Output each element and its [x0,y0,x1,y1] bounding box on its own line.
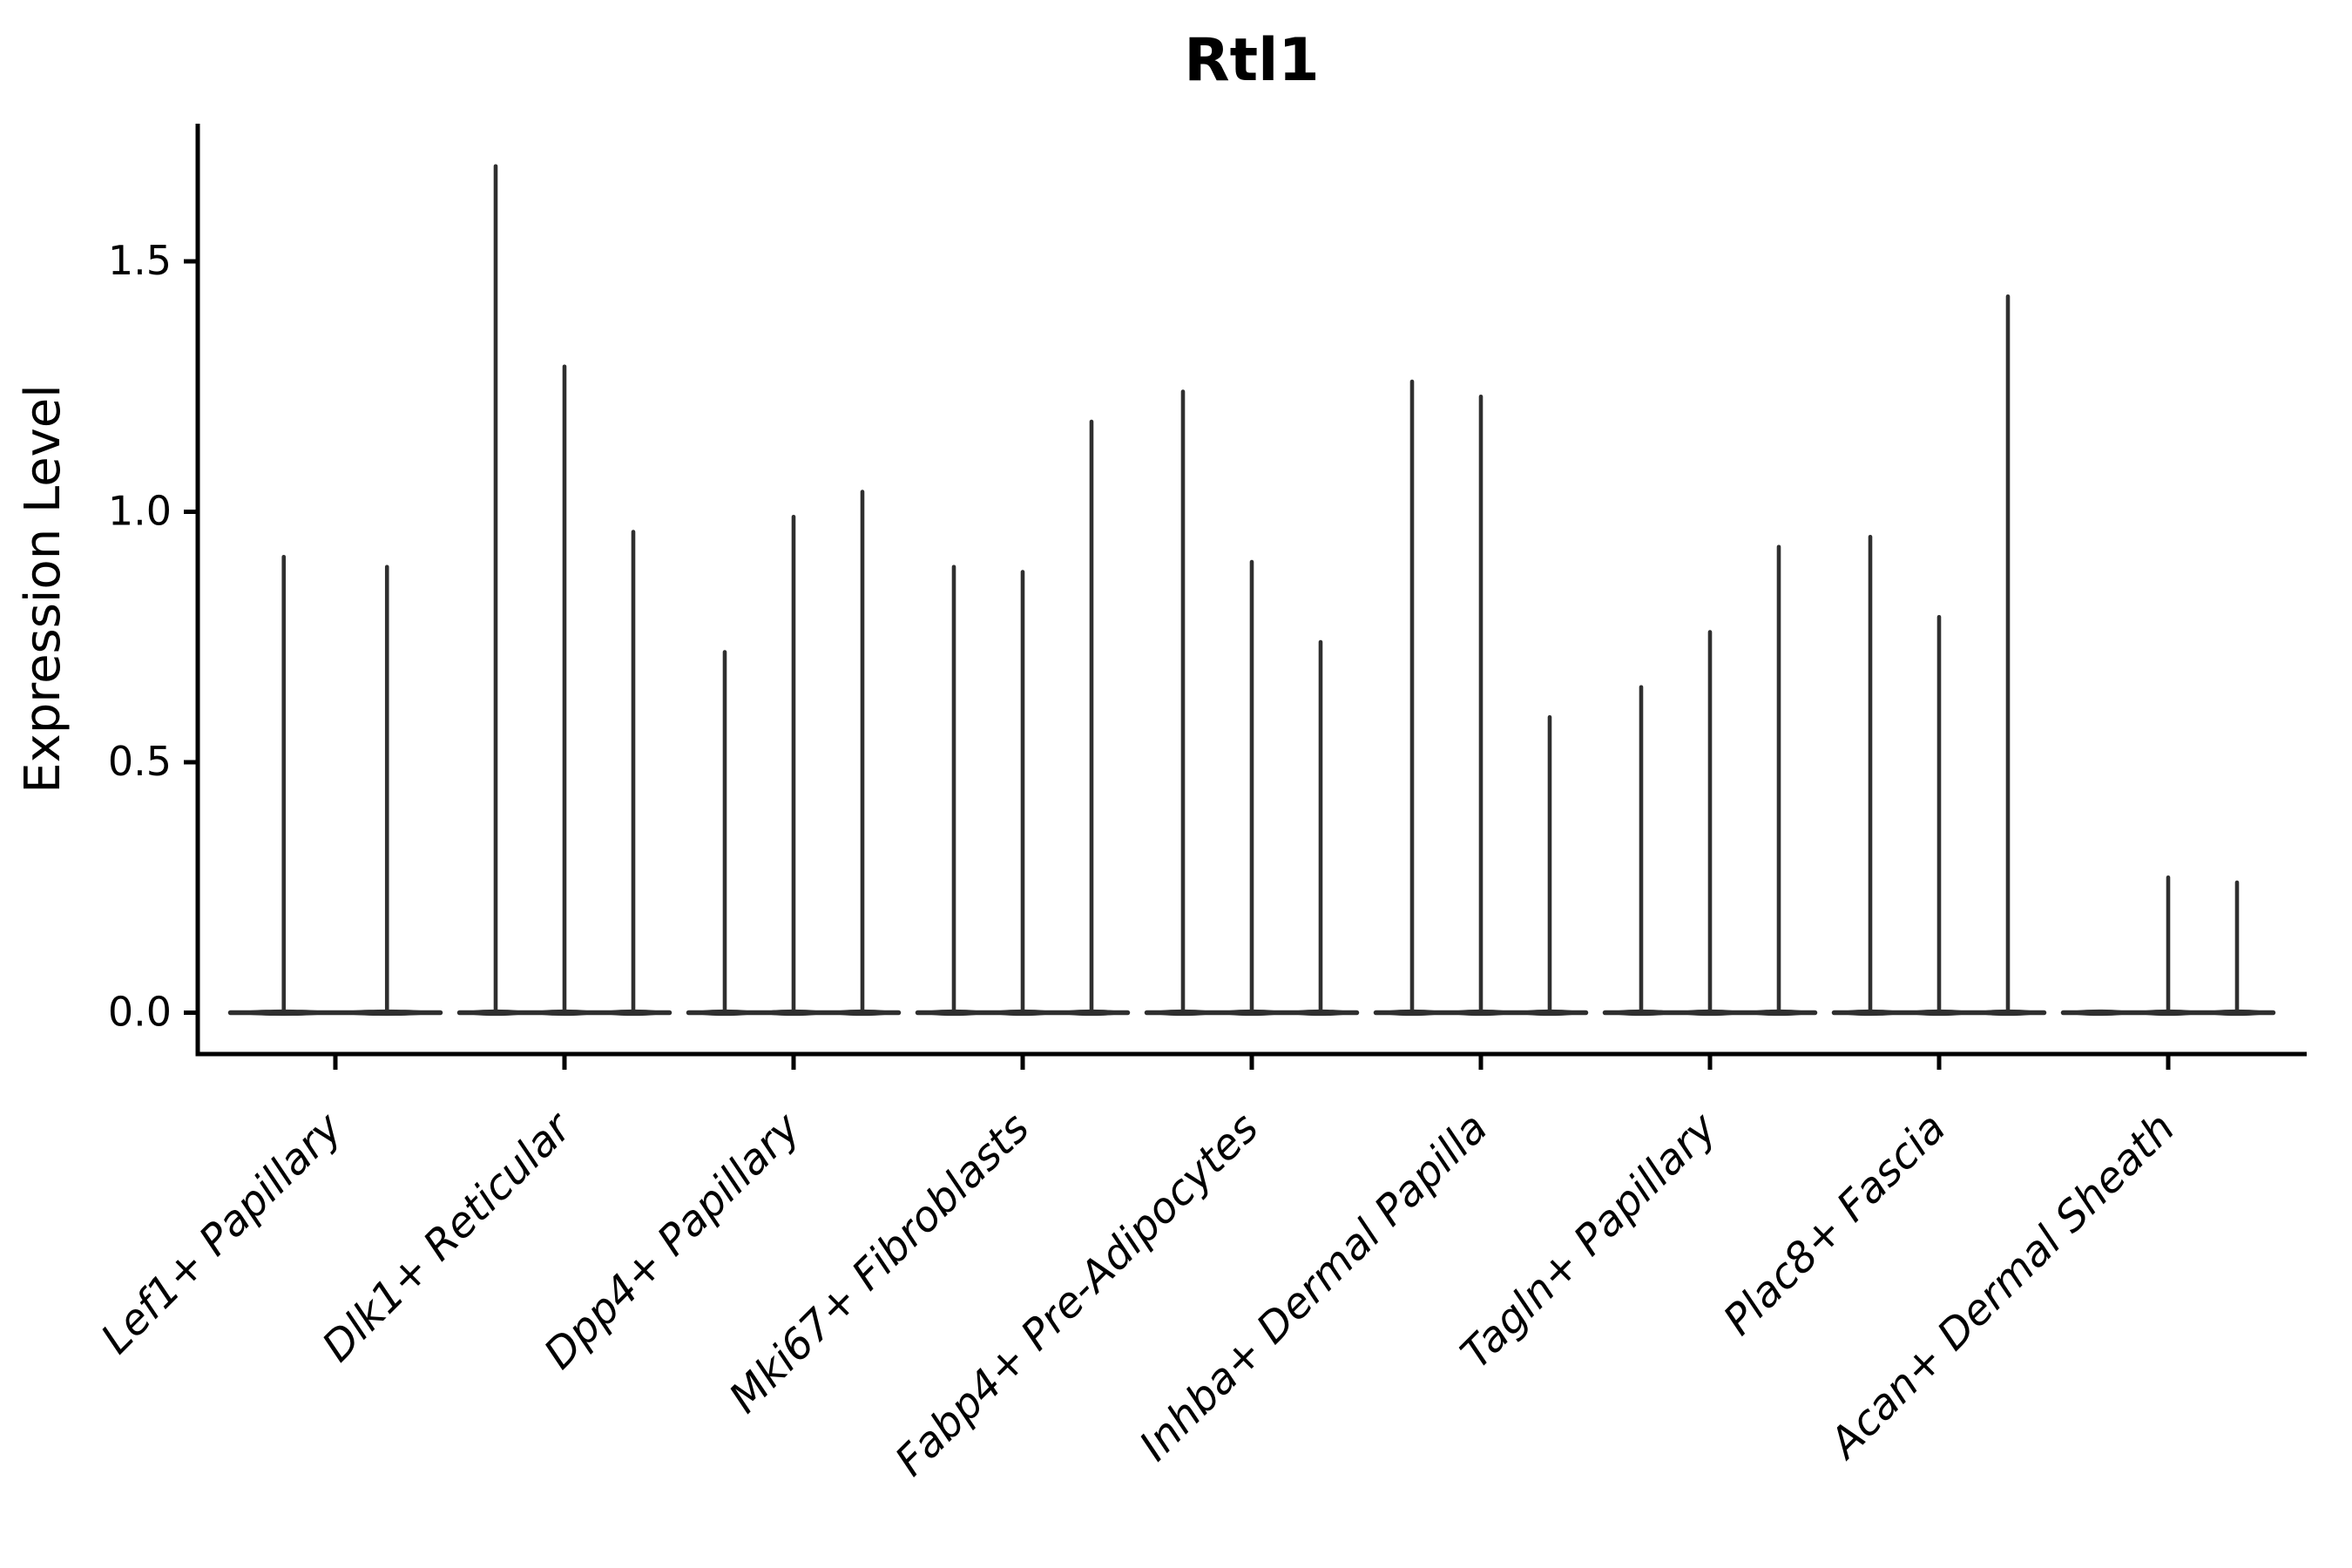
x-tick-label: Lef1+ Papillary [91,1103,352,1363]
y-axis-title: Expression Level [15,384,71,794]
x-tick-label: Tagln+ Papillary [1451,1103,1727,1378]
x-tick-label: Plac8+ Fascia [1714,1104,1956,1345]
violin-body [2067,1009,2132,1017]
x-tick-label: Dlk1+ Reticular [313,1102,583,1372]
x-tick-label: Fabp4+ Pre-Adipocytes [886,1104,1268,1486]
x-tick-label: Dpp4+ Papillary [535,1103,810,1378]
chart-title: Rtl1 [1184,26,1320,95]
y-tick-label: 1.5 [108,237,172,284]
y-tick-label: 1.0 [108,488,172,535]
y-tick-label: 0.5 [108,738,172,785]
y-tick-label: 0.0 [108,989,172,1036]
